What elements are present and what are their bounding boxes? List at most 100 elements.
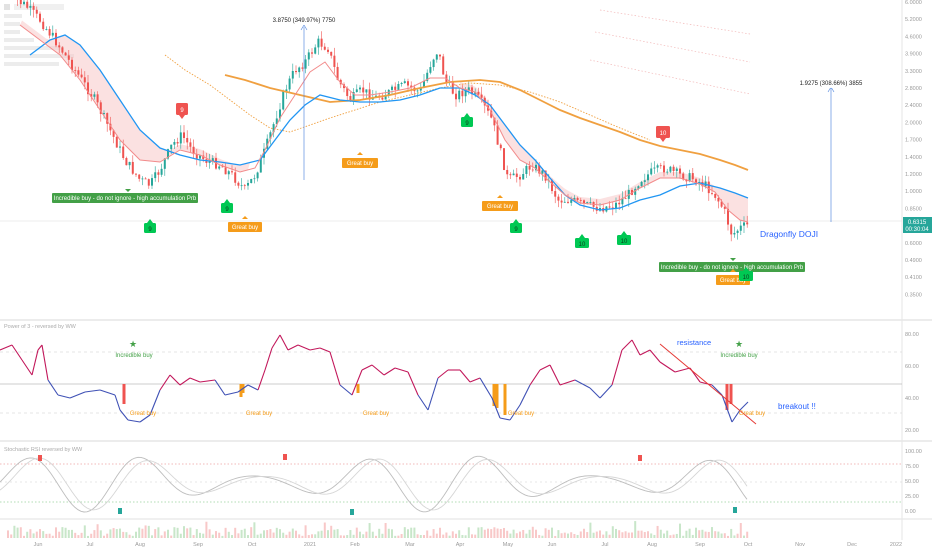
candle <box>51 25 54 38</box>
power-line-segment <box>57 394 71 399</box>
candle <box>503 148 505 171</box>
power-line-segment <box>214 379 226 396</box>
candle <box>688 169 691 183</box>
volume-bar <box>215 531 217 538</box>
volume-bar <box>711 527 713 538</box>
volume-bar <box>135 531 137 538</box>
volume-bar <box>551 527 553 538</box>
candle <box>666 168 669 175</box>
power-line-segment <box>499 417 511 421</box>
volume-bar <box>42 531 45 538</box>
candle <box>173 138 176 150</box>
candle <box>352 88 355 105</box>
candle <box>736 229 739 240</box>
svg-text:Incredible buy: Incredible buy <box>115 353 152 359</box>
candle <box>391 84 393 94</box>
volume-bar <box>96 524 99 538</box>
candle <box>90 89 93 102</box>
candle <box>640 180 643 188</box>
ema-orange-line <box>224 74 749 171</box>
volume-bar <box>669 535 672 538</box>
volume-bar <box>672 534 675 538</box>
volume-bar <box>333 529 336 538</box>
volume-bar <box>695 527 697 538</box>
power-line-segment <box>119 409 129 421</box>
candle <box>295 65 297 75</box>
volume-bar <box>359 531 361 538</box>
svg-text:Incredible buy: Incredible buy <box>720 353 757 359</box>
candle <box>675 166 678 179</box>
volume-bar <box>570 532 573 538</box>
power-line-segment <box>491 397 501 419</box>
volume-bar <box>589 522 592 538</box>
volume-bar <box>231 535 233 538</box>
measure-top-label: 3.8750 (349.97%) 7750 <box>273 18 336 24</box>
volume-bar <box>733 535 736 538</box>
price-axis-label: 0.8500 <box>905 206 922 212</box>
candle <box>291 63 294 84</box>
candle <box>554 186 557 204</box>
candle <box>23 0 25 6</box>
power-line-segment <box>417 394 429 411</box>
volume-bar <box>48 533 51 538</box>
volume-bar <box>237 533 240 538</box>
volume-bar <box>16 527 19 538</box>
power-great-buy-4: Great buy <box>508 411 534 417</box>
volume-bar <box>522 529 525 538</box>
volume-bar <box>461 534 464 538</box>
volume-bar <box>243 528 246 538</box>
candle <box>147 178 150 189</box>
volume-bar <box>541 535 544 538</box>
volume-bar <box>288 531 291 538</box>
candle <box>365 89 368 100</box>
power-axis-label: 80.00 <box>905 332 919 338</box>
price-axis-label: 1.4000 <box>905 155 922 161</box>
volume-bar <box>103 535 105 538</box>
svg-text:10: 10 <box>579 242 586 248</box>
candle <box>125 156 128 166</box>
volume-bar <box>736 533 739 538</box>
time-axis-label: Nov <box>795 542 805 548</box>
volume-bar <box>439 527 441 538</box>
incredible-buy-label-2: Incredible buy - do not ignore - high ac… <box>659 258 805 272</box>
candle <box>317 35 320 55</box>
volume-bar <box>659 529 662 538</box>
volume-bar <box>61 527 64 538</box>
volume-bar <box>509 533 512 538</box>
volume-bar <box>285 534 288 538</box>
stoch-k-line <box>0 455 748 513</box>
svg-text:9: 9 <box>148 227 152 233</box>
stoch-signal-mark <box>283 454 287 460</box>
volume-bar <box>490 529 493 538</box>
candle <box>135 173 137 177</box>
power-line-segment <box>149 389 161 416</box>
svg-text:9: 9 <box>180 108 184 114</box>
stoch-signal-mark <box>350 509 354 515</box>
candle <box>256 171 259 182</box>
candle <box>35 6 38 19</box>
power-line-segment <box>519 384 531 406</box>
volume-bar <box>202 533 205 538</box>
volume-bar <box>413 527 416 538</box>
candle <box>19 0 22 9</box>
candle <box>48 26 51 39</box>
power-line-segment <box>297 344 311 351</box>
volume-bar <box>640 530 643 538</box>
volume-bar <box>167 529 169 538</box>
power-incredible-buy-1: ★ Incredible buy <box>115 340 152 359</box>
volume-bar <box>176 527 179 538</box>
power-great-buy-1: Great buy <box>130 411 156 417</box>
volume-bar <box>192 535 195 538</box>
volume-bar <box>256 534 259 538</box>
price-axis-label: 0.4100 <box>905 275 922 281</box>
power-line-segment <box>721 394 733 423</box>
volume-bar <box>618 530 621 538</box>
power-line-segment <box>509 404 521 421</box>
volume-bar <box>314 534 317 538</box>
candle <box>67 49 70 65</box>
candle <box>439 54 441 61</box>
candle <box>426 69 429 83</box>
candle <box>634 186 637 201</box>
buy-mark-3: 9 <box>461 113 473 127</box>
